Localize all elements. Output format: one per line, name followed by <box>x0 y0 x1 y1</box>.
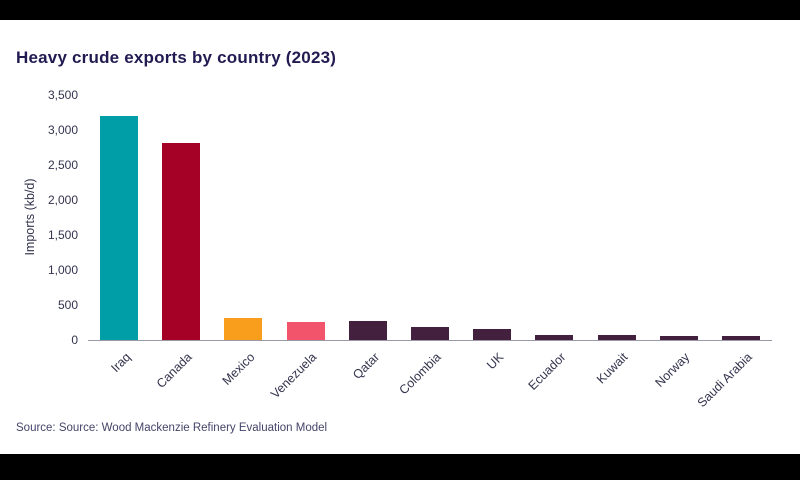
y-tick-label: 2,000 <box>47 193 78 207</box>
bar-canada <box>162 143 201 340</box>
bar-venezuela <box>286 322 325 340</box>
bar-uk <box>473 329 512 340</box>
bar-chart-plot-area <box>88 95 772 341</box>
y-tick-label: 1,500 <box>47 228 78 242</box>
bar-mexico <box>224 318 263 340</box>
letterbox-top <box>0 0 800 20</box>
y-tick-label: 0 <box>71 333 78 347</box>
y-tick-label: 2,500 <box>47 158 78 172</box>
bar-colombia <box>411 327 449 340</box>
y-tick-label: 3,000 <box>47 123 78 137</box>
bar-qatar <box>348 321 387 340</box>
bar-saudi-arabia <box>721 336 760 340</box>
y-tick-label: 1,000 <box>47 263 78 277</box>
y-tick-label: 500 <box>57 298 78 312</box>
bar-norway <box>659 336 698 340</box>
bar-iraq <box>100 116 139 340</box>
y-tick-label: 3,500 <box>47 88 78 102</box>
bar-ecuador <box>535 335 574 340</box>
letterbox-bottom <box>0 454 800 480</box>
bar-kuwait <box>597 335 636 340</box>
chart-title: Heavy crude exports by country (2023) <box>16 48 337 67</box>
chart-card: Heavy crude exports by country (2023) Im… <box>0 20 800 454</box>
source-text: Source: Source: Wood Mackenzie Refinery … <box>16 422 328 434</box>
